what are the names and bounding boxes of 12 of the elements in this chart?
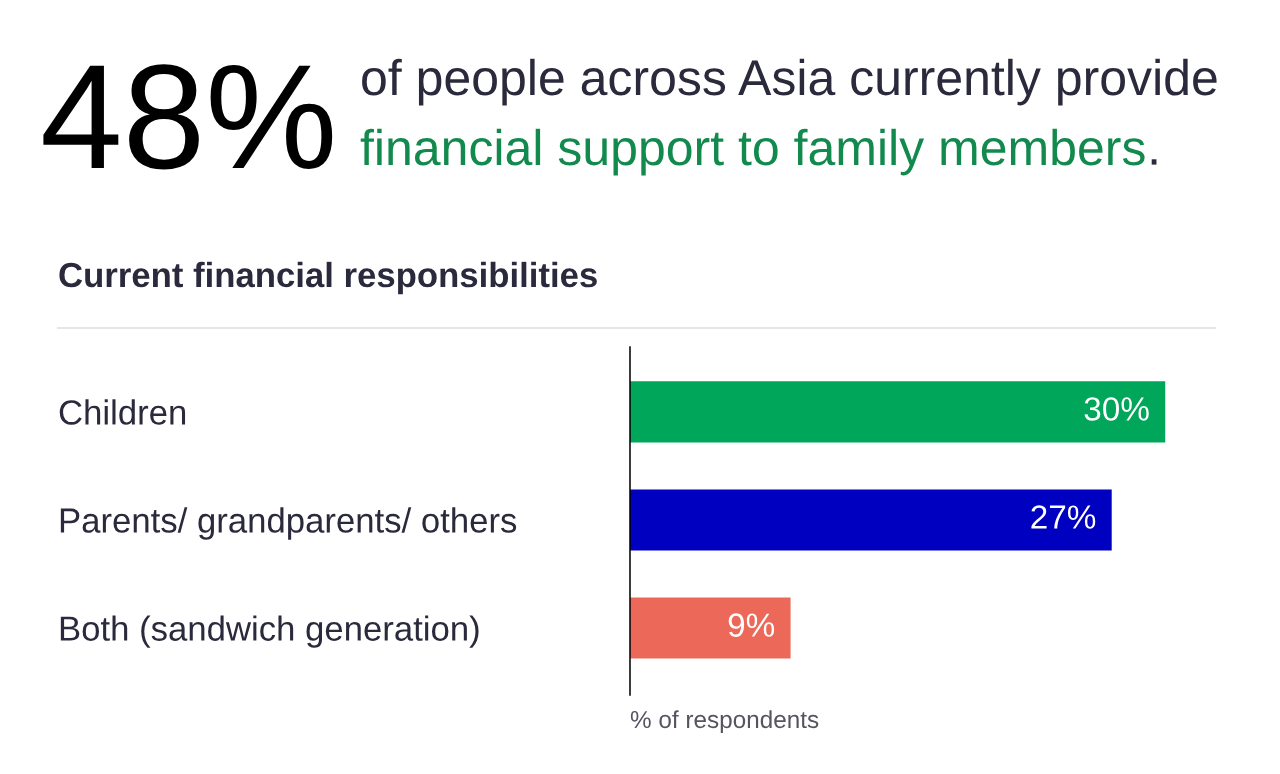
text: financial support to family members [360, 128, 1145, 176]
text: 48% [43, 64, 333, 170]
y-tick-label: Both (sandwich generation) [60, 615, 479, 648]
text: of people across Asia currently provide [362, 58, 1217, 106]
x-axis-title: % of respondents [630, 710, 819, 733]
data-label: 27% [1031, 505, 1096, 529]
text: . [1151, 159, 1157, 165]
data-label: 9% [728, 613, 775, 637]
text: Current financial responsibilities [59, 261, 597, 295]
data-label: 30% [1084, 397, 1149, 421]
y-tick-label: Children [59, 399, 186, 425]
y-tick-label: Parents/ grandparents/ others [60, 507, 517, 540]
